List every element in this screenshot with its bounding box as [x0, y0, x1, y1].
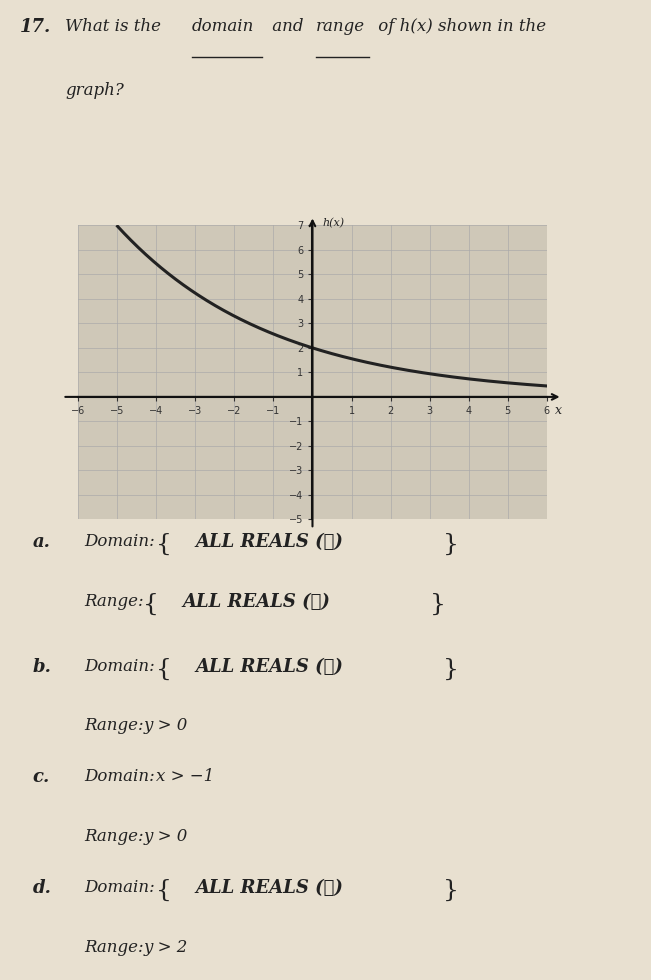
Text: Domain:: Domain:: [85, 533, 156, 550]
Text: }: }: [430, 593, 446, 616]
Text: Domain:: Domain:: [85, 768, 156, 785]
Text: Domain:: Domain:: [85, 658, 156, 674]
Text: h(x): h(x): [322, 218, 344, 228]
Text: Range:: Range:: [85, 828, 145, 845]
Text: What is the: What is the: [65, 18, 167, 35]
Text: and: and: [267, 18, 309, 35]
Text: d.: d.: [33, 879, 51, 897]
Text: Range:: Range:: [85, 717, 145, 734]
Text: }: }: [443, 533, 459, 557]
Text: Domain:: Domain:: [85, 879, 156, 896]
Text: b.: b.: [33, 658, 51, 675]
Text: x > −1: x > −1: [156, 768, 214, 785]
Text: y > 2: y > 2: [143, 939, 187, 955]
Text: {: {: [156, 879, 172, 902]
Text: }: }: [443, 879, 459, 902]
Text: {: {: [143, 593, 159, 616]
Text: range: range: [316, 18, 365, 35]
Text: graph?: graph?: [65, 81, 124, 99]
Text: ALL REALS (ℝ): ALL REALS (ℝ): [182, 593, 330, 612]
Text: {: {: [156, 533, 172, 557]
Text: Range:: Range:: [85, 939, 145, 955]
Text: c.: c.: [33, 768, 49, 786]
Text: a.: a.: [33, 533, 50, 551]
Text: ALL REALS (ℝ): ALL REALS (ℝ): [195, 533, 343, 551]
Text: y > 0: y > 0: [143, 717, 187, 734]
Text: {: {: [156, 658, 172, 680]
Text: ALL REALS (ℝ): ALL REALS (ℝ): [195, 658, 343, 675]
Text: x: x: [555, 404, 562, 416]
Text: Range:: Range:: [85, 593, 145, 611]
Text: of h(x) shown in the: of h(x) shown in the: [373, 18, 546, 35]
Text: domain: domain: [192, 18, 255, 35]
Text: 17.: 17.: [20, 18, 51, 36]
Text: ALL REALS (ℝ): ALL REALS (ℝ): [195, 879, 343, 897]
Text: y > 0: y > 0: [143, 828, 187, 845]
Text: }: }: [443, 658, 459, 680]
